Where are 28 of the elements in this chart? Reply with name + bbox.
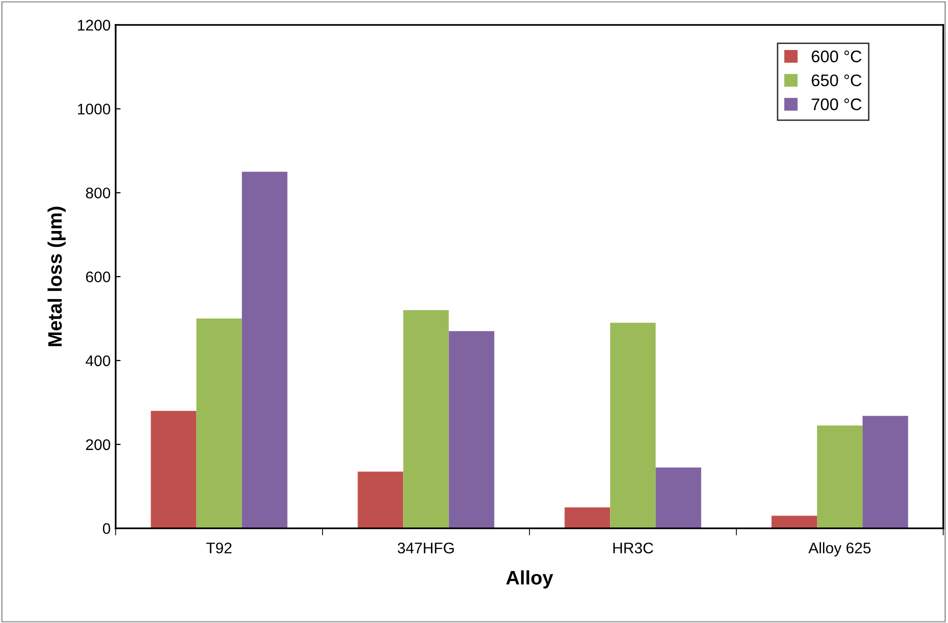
bar: [772, 516, 818, 528]
x-tick-label: Alloy 625: [808, 542, 871, 556]
y-tick-label: 800: [86, 188, 110, 198]
y-tick-label: 400: [86, 355, 110, 366]
x-axis-title: Alloy: [506, 570, 554, 588]
legend-label: 600 °C: [812, 50, 862, 62]
bar: [448, 331, 494, 528]
bar: [564, 507, 610, 528]
bar: [242, 172, 288, 528]
legend-label: 650 °C: [812, 74, 862, 86]
bar: [358, 472, 404, 528]
bar: [817, 426, 863, 528]
bar: [610, 322, 656, 528]
legend-label: 700 °C: [812, 98, 862, 110]
x-tick-label: 347HFG: [398, 542, 454, 554]
bar: [862, 416, 908, 528]
bar: [150, 410, 196, 528]
y-tick-label: 200: [86, 439, 110, 450]
x-tick-label: T92: [206, 542, 232, 554]
bar: [196, 318, 242, 528]
y-tick-label: 1200: [78, 20, 110, 31]
bar: [656, 467, 702, 528]
x-tick-label: HR3C: [613, 542, 654, 554]
y-tick-label: 1000: [78, 104, 110, 115]
y-tick-label: 0: [102, 523, 110, 534]
y-tick-label: 600: [86, 271, 110, 282]
bar: [403, 310, 449, 528]
y-axis-title: Metal loss (μm): [48, 206, 66, 346]
